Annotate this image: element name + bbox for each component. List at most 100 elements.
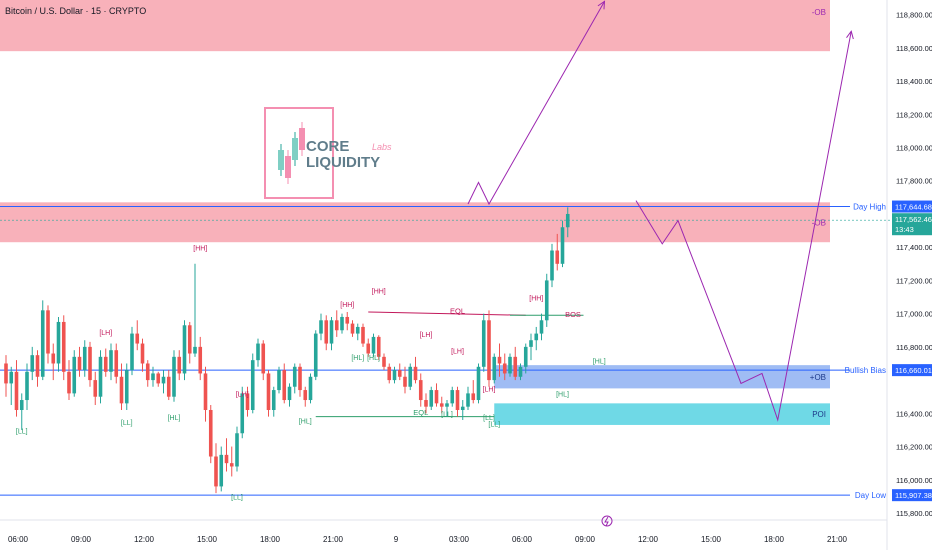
candle-body xyxy=(282,370,287,401)
candle xyxy=(67,360,71,401)
candle-body xyxy=(56,321,61,364)
candle-body xyxy=(460,406,465,410)
candle xyxy=(403,366,407,394)
structure-label: [LH] xyxy=(451,349,464,356)
candle xyxy=(418,373,423,407)
candle-body xyxy=(187,325,192,354)
price-tick-label: 118,200.00 xyxy=(896,110,932,119)
candle xyxy=(56,316,61,372)
candle-body xyxy=(156,373,161,384)
candle xyxy=(82,340,87,377)
candle xyxy=(135,320,140,351)
candle xyxy=(130,326,134,376)
time-tick-label: 06:00 xyxy=(512,535,533,544)
structure-label: [HH] xyxy=(372,289,386,296)
candle xyxy=(523,343,528,374)
candle-body xyxy=(329,320,334,344)
candle xyxy=(513,346,518,381)
time-tick-label: 03:00 xyxy=(449,535,470,544)
candle xyxy=(72,350,77,397)
candle-body xyxy=(103,356,108,372)
structure-label: [LL] xyxy=(483,415,495,422)
candle xyxy=(103,348,108,377)
zone-label: POI xyxy=(812,410,826,419)
candle xyxy=(324,315,329,351)
candle-body xyxy=(471,393,476,401)
structure-label: [LH] xyxy=(420,332,433,339)
price-tick-label: 115,800.00 xyxy=(896,509,932,518)
candle-body xyxy=(565,213,570,228)
candle-body xyxy=(340,316,344,331)
eql-line-high xyxy=(368,311,526,316)
candle xyxy=(235,426,239,472)
price-tag-text-day-high: 117,644.68 xyxy=(895,203,932,212)
price-tag-text-bullish-bias: 116,660.01 xyxy=(895,366,932,375)
zone-label: -OB xyxy=(812,218,826,227)
candle xyxy=(161,370,166,394)
candle-body xyxy=(172,356,176,397)
candle-body xyxy=(77,356,82,371)
candle xyxy=(187,321,192,364)
projection-main xyxy=(635,31,852,422)
candle xyxy=(466,386,470,410)
candle xyxy=(555,233,560,271)
candle xyxy=(256,338,260,367)
candle xyxy=(550,243,554,288)
candle xyxy=(182,320,187,381)
candle xyxy=(508,353,512,377)
candle xyxy=(114,343,119,384)
candle-body xyxy=(140,343,145,364)
structure-label: [HH] xyxy=(529,295,543,302)
candle-body xyxy=(82,346,87,371)
candle xyxy=(387,363,392,384)
time-tick-label: 09:00 xyxy=(71,535,92,544)
candle-body xyxy=(235,433,239,467)
zone-bullish-ob xyxy=(494,365,830,389)
candle-body xyxy=(4,363,8,384)
candle-body xyxy=(508,356,512,374)
time-tick-label: 18:00 xyxy=(764,535,785,544)
price-tick-label: 118,400.00 xyxy=(896,77,932,86)
candle xyxy=(345,311,350,331)
price-tag-bullish-bias xyxy=(892,364,932,377)
candle xyxy=(46,305,50,364)
candle xyxy=(35,350,40,387)
candle-body xyxy=(182,325,187,374)
structure-label: [HL] xyxy=(556,392,569,399)
candle-body xyxy=(424,400,428,407)
candle-body xyxy=(361,326,365,344)
candle-body xyxy=(266,373,271,410)
current-price-text: 117,562.46 xyxy=(895,215,932,224)
candle-body xyxy=(287,386,292,401)
price-tick-label: 116,800.00 xyxy=(896,343,932,352)
candle-body xyxy=(445,403,449,407)
candle-body xyxy=(502,363,507,374)
candle-body xyxy=(114,350,119,377)
chart-title: Bitcoin / U.S. Dollar · 15 · CRYPTO xyxy=(5,6,147,16)
lightning-icon xyxy=(604,516,609,527)
candle-body xyxy=(151,373,155,381)
current-price-tag xyxy=(892,213,932,236)
structure-label: [LL] xyxy=(121,420,133,427)
candle-body xyxy=(109,350,113,372)
structure-label: [LL] xyxy=(488,422,500,429)
logo-frame xyxy=(264,107,334,199)
candle xyxy=(77,346,82,377)
candle xyxy=(492,353,497,384)
projection-main-arrowhead xyxy=(846,30,854,40)
candle xyxy=(329,316,334,351)
price-tick-label: 116,400.00 xyxy=(896,409,932,418)
price-tick-label: 116,000.00 xyxy=(896,476,932,485)
candle xyxy=(4,355,8,397)
candle-body xyxy=(292,366,297,387)
candle xyxy=(460,400,465,420)
candle-body xyxy=(539,320,544,334)
time-tick-label: 15:00 xyxy=(701,535,722,544)
logo-candle xyxy=(299,128,305,150)
time-tick-label: 12:00 xyxy=(134,535,155,544)
candle-body xyxy=(345,316,350,324)
structure-label: [HL] xyxy=(593,358,606,365)
candle xyxy=(25,363,29,410)
candle xyxy=(429,386,434,410)
